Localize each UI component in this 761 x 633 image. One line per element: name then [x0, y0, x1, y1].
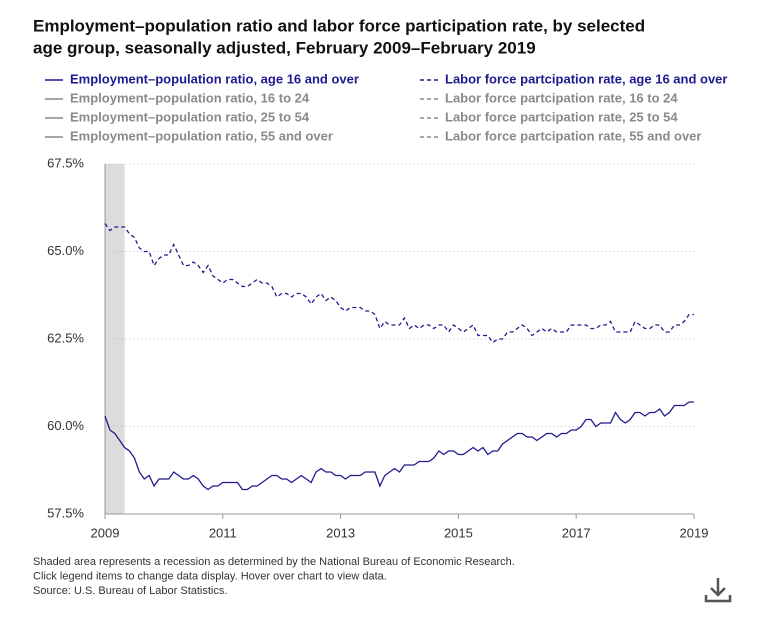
legend-label[interactable]: Labor force partcipation rate, age 16 an… — [445, 71, 727, 86]
chart-title: Employment–population ratio and labor fo… — [33, 16, 645, 35]
legend-label[interactable]: Labor force partcipation rate, 55 and ov… — [445, 128, 701, 143]
x-tick-label: 2017 — [562, 525, 591, 540]
footnote: Click legend items to change data displa… — [33, 570, 387, 582]
x-tick-label: 2013 — [326, 525, 355, 540]
x-tick-label: 2011 — [209, 525, 237, 540]
legend-label[interactable]: Employment–population ratio, 25 to 54 — [70, 109, 310, 124]
legend-label[interactable]: Labor force partcipation rate, 16 to 24 — [445, 90, 678, 105]
x-tick-label: 2009 — [91, 525, 120, 540]
download-icon[interactable] — [704, 578, 732, 603]
x-tick-label: 2019 — [680, 525, 709, 540]
y-tick-label: 62.5% — [47, 330, 84, 345]
footnote: Source: U.S. Bureau of Labor Statistics. — [33, 585, 227, 597]
series-line — [104, 223, 694, 344]
y-tick-label: 60.0% — [47, 418, 84, 433]
y-tick-label: 65.0% — [47, 243, 84, 258]
y-tick-label: 67.5% — [47, 155, 84, 170]
footnote: Shaded area represents a recession as de… — [33, 556, 515, 568]
legend-label[interactable]: Employment–population ratio, 55 and over — [70, 128, 333, 143]
legend-label[interactable]: Employment–population ratio, 16 to 24 — [70, 90, 310, 105]
y-tick-label: 57.5% — [47, 505, 84, 520]
legend-label[interactable]: Labor force partcipation rate, 25 to 54 — [445, 109, 678, 124]
series-line — [104, 401, 694, 491]
chart-title: age group, seasonally adjusted, February… — [33, 38, 536, 57]
x-tick-label: 2015 — [444, 525, 473, 540]
legend-label[interactable]: Employment–population ratio, age 16 and … — [70, 71, 359, 86]
